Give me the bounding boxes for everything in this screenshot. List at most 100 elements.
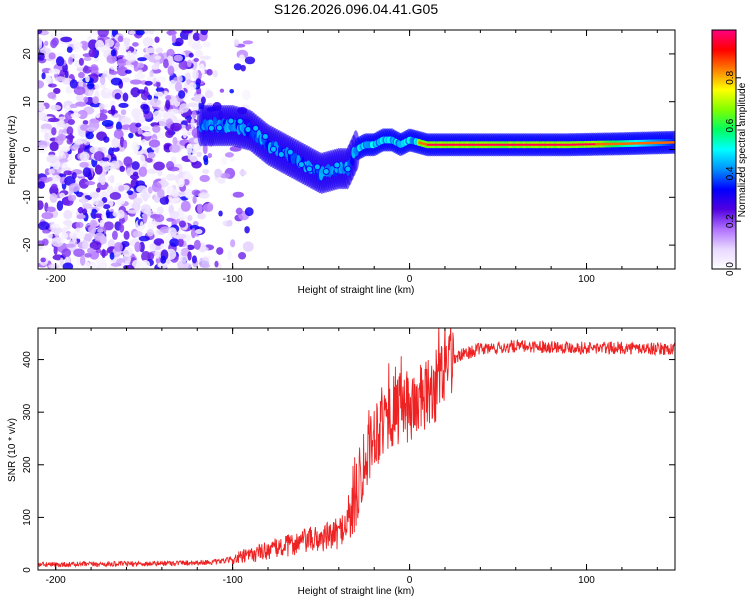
spectral-noise-blob	[38, 80, 45, 89]
spectral-noise-blob	[170, 122, 182, 132]
spectral-noise-blob	[199, 55, 212, 60]
spectral-noise-blob	[146, 47, 157, 54]
spectral-noise-blob	[202, 203, 214, 213]
ridge-blob	[244, 126, 252, 134]
x-tick-label: 0	[407, 274, 413, 285]
spectral-noise-blob	[100, 109, 108, 114]
spectral-noise-blob	[216, 247, 224, 255]
spectral-noise-blob	[140, 193, 151, 199]
spectral-noise-blob	[41, 238, 49, 246]
spectral-noise-blob	[75, 101, 87, 107]
spectral-noise-blob	[69, 79, 78, 89]
colorbar: 0.00.20.40.60.8 Normalized spectral ampl…	[711, 29, 748, 276]
spectral-noise-blob	[81, 239, 88, 250]
spectral-noise-blob	[110, 105, 116, 116]
spectral-noise-blob	[70, 113, 81, 118]
spectral-noise-blob	[38, 140, 50, 148]
spectral-noise-blob	[217, 178, 226, 184]
spectral-noise-blob	[230, 239, 236, 248]
spectral-noise-blob	[233, 39, 240, 47]
spectral-noise-blob	[187, 251, 192, 261]
spectral-noise-blob	[89, 146, 99, 154]
spectral-noise-blob	[75, 231, 86, 240]
spectral-noise-blob	[154, 55, 162, 60]
spectral-noise-blob	[132, 171, 139, 177]
spectral-noise-blob	[157, 188, 165, 199]
spectral-noise-blob	[114, 241, 123, 252]
x-tick-label: -200	[46, 274, 66, 285]
colorbar-ticks: 0.00.20.40.60.8	[711, 29, 741, 276]
spectral-noise-blob	[242, 241, 254, 252]
spectral-noise-blob	[89, 30, 99, 36]
spectral-noise-blob	[244, 226, 250, 234]
spectral-noise-blob	[166, 217, 174, 222]
spectral-noise-blob	[62, 262, 74, 269]
spectral-noise-blob	[224, 152, 234, 158]
spectral-noise-blob	[172, 136, 178, 146]
spectral-noise-blob	[45, 75, 52, 84]
spectral-noise-blob	[221, 156, 228, 165]
spectral-noise-blob	[123, 139, 128, 149]
spectral-noise-blob	[219, 88, 225, 93]
snr-series-line	[38, 328, 675, 568]
spectral-noise-blob	[84, 252, 92, 258]
spectral-noise-blob	[118, 44, 127, 55]
spectral-noise-blob	[149, 98, 161, 107]
y-tick-label: 300	[22, 403, 33, 420]
spectral-noise-blob	[125, 60, 132, 66]
spectral-noise-blob	[53, 87, 61, 94]
spectral-noise-blob	[84, 180, 96, 186]
spectral-noise-blob	[38, 52, 45, 61]
spectral-noise-blob	[104, 38, 115, 48]
spectral-noise-blob	[175, 233, 187, 240]
spectral-noise-blob	[97, 30, 109, 38]
spectral-noise-blob	[101, 248, 106, 259]
spectral-noise-blob	[38, 30, 43, 35]
spectral-noise-blob	[78, 78, 84, 89]
ridge-blob	[333, 161, 341, 169]
spectral-noise-blob	[103, 136, 110, 143]
spectral-noise-blob	[65, 243, 76, 248]
colorbar-frame	[711, 29, 737, 270]
spectral-noise-blob	[40, 47, 51, 55]
spectral-noise-blob	[160, 255, 167, 264]
spectral-noise-blob	[46, 154, 58, 164]
spectral-noise-blob	[76, 66, 85, 72]
spectral-noise-blob	[38, 111, 48, 121]
spectrogram-ylabel: Frequency (Hz)	[7, 116, 18, 185]
spectral-noise-blob	[117, 209, 125, 219]
ridge-blob	[313, 163, 321, 171]
spectral-noise-blob	[114, 92, 122, 100]
spectral-noise-blob	[134, 241, 141, 253]
spectral-noise-blob	[144, 80, 153, 86]
spectral-noise-blob	[126, 190, 134, 196]
spectral-noise-blob	[204, 90, 214, 98]
spectral-noise-blob	[191, 43, 203, 50]
spectral-noise-blob	[75, 227, 81, 233]
x-tick-label: 100	[578, 575, 595, 586]
spectral-noise-blob	[106, 185, 114, 194]
spectral-noise-blob	[87, 232, 95, 238]
spectral-noise-blob	[139, 241, 145, 253]
spectral-noise-blob	[192, 32, 201, 41]
spectral-noise-blob	[131, 161, 140, 170]
spectral-noise-blob	[244, 207, 254, 217]
spectral-noise-blob	[192, 221, 199, 227]
spectral-noise-blob	[152, 110, 162, 122]
spectral-noise-blob	[89, 192, 99, 199]
y-tick-label: -10	[22, 190, 33, 205]
spectral-noise-blob	[227, 249, 232, 261]
spectral-noise-blob	[138, 235, 150, 242]
spectral-noise-blob	[107, 176, 112, 182]
spectral-noise-blob	[57, 133, 67, 142]
spectral-noise-blob	[83, 56, 92, 61]
spectral-noise-blob	[238, 251, 247, 260]
spectral-noise-blob	[200, 96, 206, 105]
spectral-noise-blob	[122, 192, 129, 201]
spectral-noise-blob	[194, 229, 203, 235]
spectral-noise-blob	[146, 157, 153, 163]
spectral-noise-blob	[49, 193, 58, 203]
spectral-noise-blob	[64, 111, 73, 121]
spectral-noise-blob	[75, 221, 84, 229]
spectral-noise-blob	[51, 236, 64, 247]
